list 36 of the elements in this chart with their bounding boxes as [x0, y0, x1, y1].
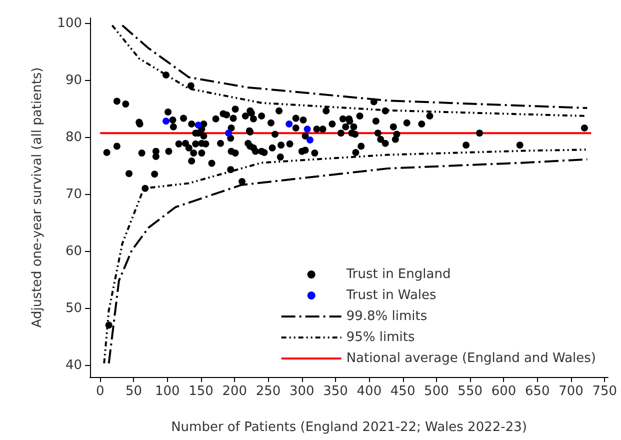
legend-label: 95% limits [346, 330, 415, 345]
point [286, 120, 293, 128]
x-tick-label: 250 [256, 384, 281, 399]
point [162, 118, 170, 125]
legend-label: National average (England and Wales) [346, 351, 596, 366]
y-tick-label: 40 [65, 358, 82, 374]
y-tick-label: 90 [65, 73, 82, 88]
x-tick-label: 50 [125, 384, 142, 399]
point [306, 136, 314, 144]
x-tick-label: 650 [524, 384, 550, 399]
x-tick-label: 350 [323, 384, 348, 399]
legend-label: Trust in England [345, 267, 451, 282]
x-tick-label: 150 [188, 384, 214, 399]
x-axis-title: Number of Patients (England 2021-22; Wales 2022-23) [171, 420, 527, 435]
x-tick-label: 700 [558, 384, 584, 399]
y-tick-label: 100 [57, 16, 82, 32]
legend-label: Trust in Wales [345, 288, 437, 303]
x-tick-label: 750 [592, 384, 618, 399]
point [304, 126, 311, 133]
x-tick-label: 450 [390, 384, 416, 399]
x-tick-label: 0 [96, 384, 104, 399]
y-axis-title: Adjusted one-year survival (all patients) [30, 67, 45, 328]
x-tick-label: 550 [458, 384, 483, 399]
y-tick-label: 50 [65, 301, 82, 316]
y-tick-label: 70 [65, 187, 82, 202]
y-tick-label: 60 [65, 244, 82, 260]
y-tick-label: 80 [65, 130, 82, 146]
point [225, 130, 232, 137]
x-tick-label: 500 [424, 384, 449, 399]
x-tick-label: 100 [154, 384, 180, 399]
legend-label: 99.8% limits [346, 309, 428, 324]
point [194, 122, 202, 129]
x-tick-label: 600 [491, 384, 516, 399]
x-tick-label: 200 [222, 384, 248, 399]
x-tick-label: 300 [289, 384, 314, 399]
x-tick-label: 400 [356, 384, 382, 399]
